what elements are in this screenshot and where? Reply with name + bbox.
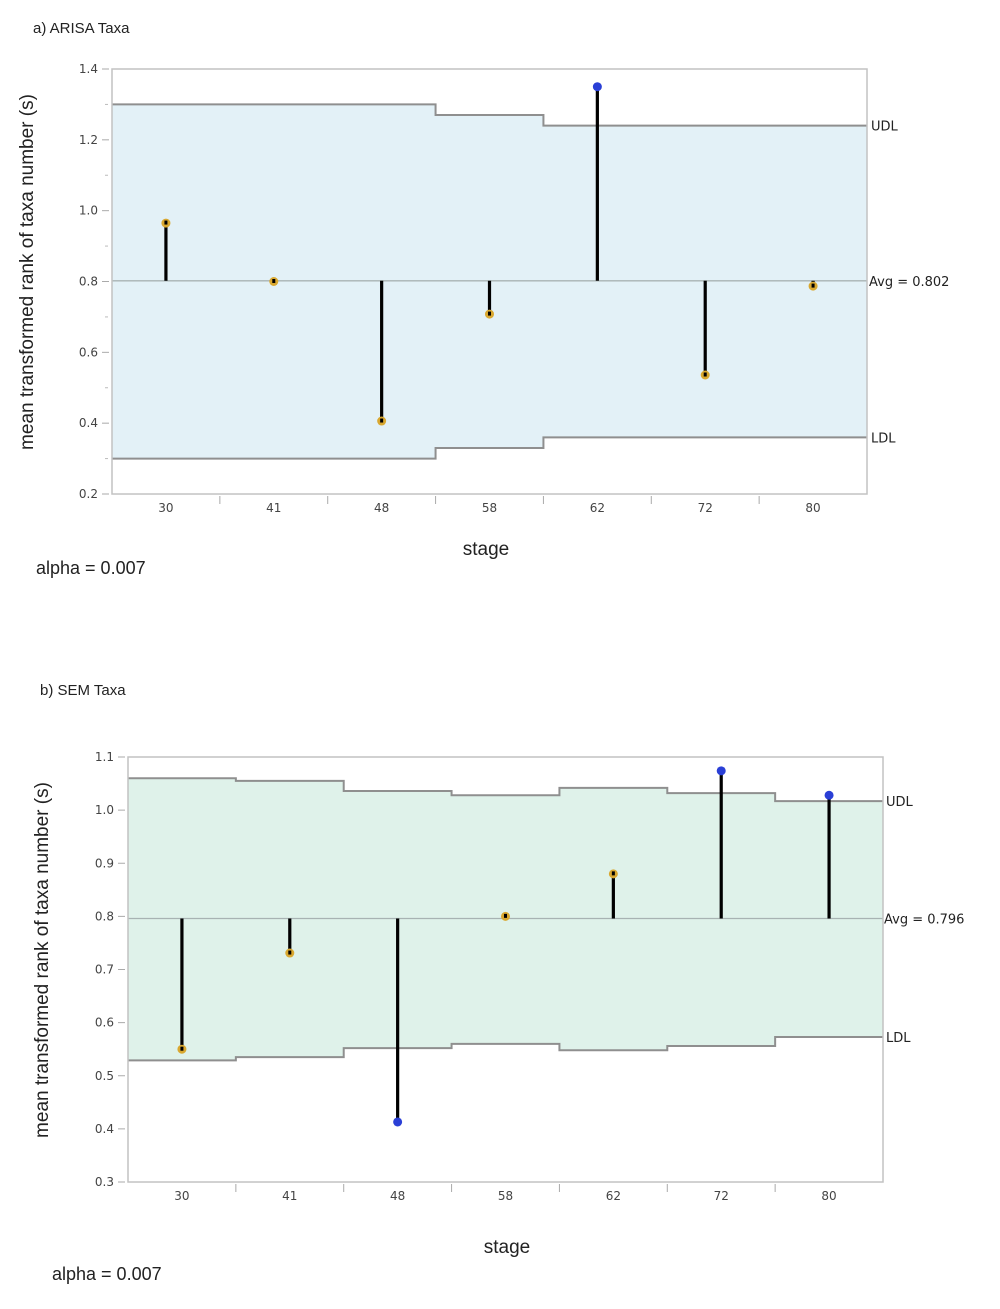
ldl-line	[112, 436, 867, 460]
data-point-core	[811, 283, 815, 288]
data-point-core	[164, 220, 168, 225]
y-tick-label: 1.4	[79, 62, 98, 76]
y-tick-label: 0.8	[79, 275, 98, 289]
plot-frame	[127, 756, 884, 1183]
x-axis-label: stage	[463, 539, 509, 560]
y-tick-label: 1.0	[95, 803, 114, 817]
x-tick-label: 72	[698, 501, 713, 515]
data-point-core	[504, 913, 507, 918]
x-tick-label: 30	[158, 501, 173, 515]
avg-label: Avg = 0.802	[869, 275, 949, 290]
y-tick-label: 0.2	[79, 487, 98, 501]
y-tick-label: 0.6	[79, 345, 98, 359]
ldl-label: LDL	[871, 431, 896, 446]
data-point-62	[592, 82, 602, 92]
x-tick-label: 58	[482, 501, 497, 515]
x-tick-label: 41	[266, 501, 281, 515]
ldl-label: LDL	[886, 1031, 911, 1046]
data-point-core	[488, 311, 491, 316]
y-tick-label: 0.6	[95, 1016, 114, 1030]
x-tick-label: 41	[282, 1189, 297, 1203]
data-point-80	[824, 790, 834, 800]
data-point-48	[393, 1117, 403, 1127]
udl-line	[128, 777, 883, 803]
data-point-72	[716, 766, 726, 776]
data-point-core	[611, 871, 615, 876]
panel-sem: b) SEM Taxa mean transformed rank of tax…	[32, 682, 964, 1284]
y-tick-label: 0.3	[95, 1175, 114, 1189]
x-tick-label: 80	[805, 501, 820, 515]
x-tick-label: 62	[590, 501, 605, 515]
data-point-core	[180, 1046, 184, 1051]
y-tick-label: 1.1	[95, 750, 114, 764]
y-axis-label: mean transformed rank of taxa number (s)	[17, 94, 38, 450]
x-axis-label: stage	[484, 1237, 530, 1258]
x-tick-label: 30	[174, 1189, 189, 1203]
x-tick-label: 48	[374, 501, 389, 515]
panel-title: b) SEM Taxa	[40, 682, 126, 699]
data-point-core	[703, 372, 707, 377]
y-tick-label: 0.7	[95, 963, 114, 977]
panel-title: a) ARISA Taxa	[33, 20, 130, 37]
alpha-note: alpha = 0.007	[52, 1264, 162, 1284]
udl-line	[112, 103, 867, 127]
x-tick-label: 80	[821, 1189, 836, 1203]
y-axis-label: mean transformed rank of taxa number (s)	[32, 782, 53, 1138]
data-point-core	[380, 418, 384, 423]
alpha-note: alpha = 0.007	[36, 558, 146, 578]
ldl-line	[128, 1035, 883, 1062]
data-point-core	[288, 950, 292, 955]
y-tick-label: 0.4	[79, 416, 98, 430]
plot-frame	[111, 68, 868, 495]
x-tick-label: 58	[498, 1189, 513, 1203]
data-point-core	[272, 279, 276, 283]
y-tick-label: 1.2	[79, 133, 98, 147]
y-tick-label: 0.5	[95, 1069, 114, 1083]
udl-label: UDL	[871, 120, 899, 135]
x-tick-label: 72	[714, 1189, 729, 1203]
udl-label: UDL	[886, 795, 914, 810]
y-tick-label: 0.8	[95, 909, 114, 923]
y-tick-label: 0.4	[95, 1122, 114, 1136]
y-tick-label: 0.9	[95, 856, 114, 870]
y-tick-label: 1.0	[79, 204, 98, 218]
x-tick-label: 62	[606, 1189, 621, 1203]
x-tick-label: 48	[390, 1189, 405, 1203]
panel-arisa: a) ARISA Taxa mean transformed rank of t…	[17, 20, 949, 578]
avg-label: Avg = 0.796	[884, 913, 964, 928]
